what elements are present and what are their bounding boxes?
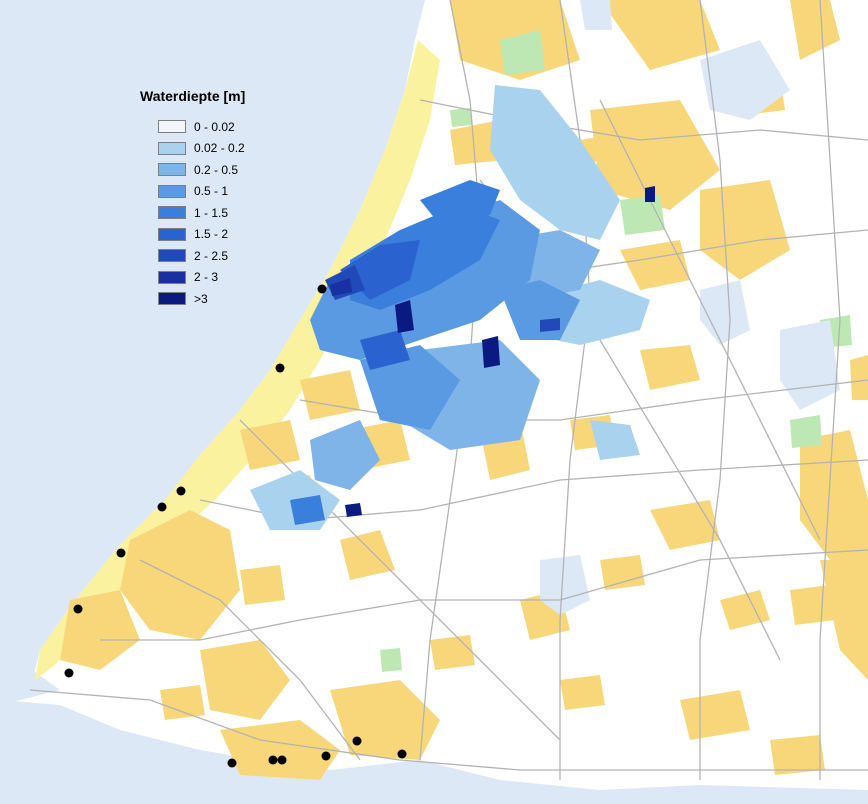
legend-label: >3 [194, 291, 208, 306]
map-legend: Waterdiepte [m] 0 - 0.02 0.02 - 0.2 0.2 - … [140, 88, 290, 310]
legend-item: 1.5 - 2 [140, 224, 290, 246]
legend-swatch [158, 249, 186, 263]
legend-swatch [158, 141, 186, 155]
legend-swatch [158, 163, 186, 177]
legend-item: >3 [140, 288, 290, 310]
legend-item: 0.02 - 0.2 [140, 138, 290, 160]
legend-items: 0 - 0.02 0.02 - 0.2 0.2 - 0.5 0.5 - 1 1 - 1.… [140, 116, 290, 310]
legend-label: 1 - 1.5 [194, 205, 229, 220]
delta-water [0, 700, 868, 804]
legend-item: 0.2 - 0.5 [140, 159, 290, 181]
legend-swatch [158, 120, 186, 134]
legend-swatch [158, 227, 186, 241]
legend-label: 2 - 3 [194, 270, 219, 285]
legend-title: Waterdiepte [m] [140, 88, 246, 104]
lakes [540, 0, 840, 615]
legend-item: 0.5 - 1 [140, 181, 290, 203]
legend-item: 0 - 0.02 [140, 116, 290, 138]
legend-label: 0.2 - 0.5 [194, 162, 239, 177]
legend-item: 1 - 1.5 [140, 202, 290, 224]
legend-swatch [158, 292, 186, 306]
legend-label: 0.5 - 1 [194, 184, 229, 199]
legend-swatch [158, 206, 186, 220]
flood-extent [250, 85, 655, 530]
legend-swatch [158, 184, 186, 198]
legend-swatch [158, 270, 186, 284]
legend-item: 2 - 2.5 [140, 245, 290, 267]
legend-label: 0 - 0.02 [194, 119, 235, 134]
legend-label: 0.02 - 0.2 [194, 141, 245, 156]
legend-item: 2 - 3 [140, 267, 290, 289]
legend-label: 2 - 2.5 [194, 248, 229, 263]
legend-label: 1.5 - 2 [194, 227, 229, 242]
breach-locations [64, 284, 407, 768]
